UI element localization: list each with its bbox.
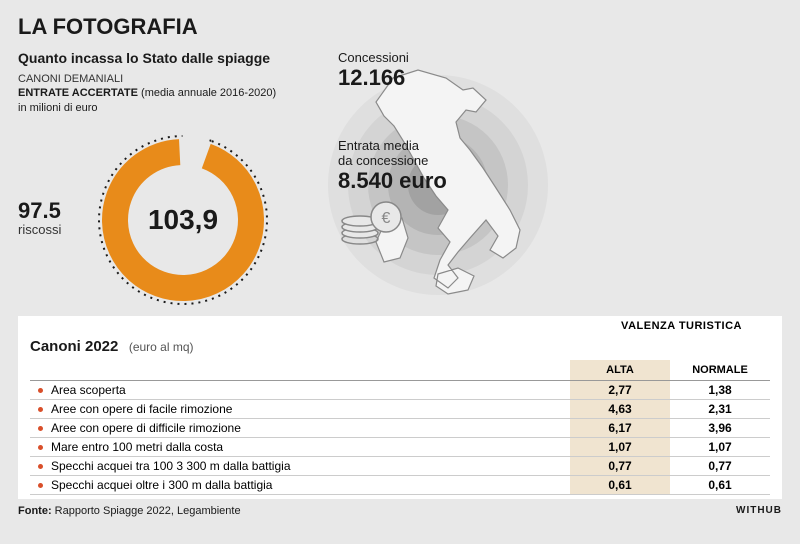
row-label: Mare entro 100 metri dalla costa — [30, 438, 570, 457]
source: Fonte: Rapporto Spiagge 2022, Legambient… — [18, 505, 241, 517]
row-alta: 0,77 — [570, 457, 670, 476]
row-normale: 1,07 — [670, 438, 770, 457]
page-title: LA FOTOGRAFIA — [18, 14, 782, 40]
desc-line2: ENTRATE ACCERTATE (media annuale 2016-20… — [18, 86, 338, 100]
donut-chart: 103,9 — [88, 125, 278, 315]
canoni-title: Canoni 2022 — [30, 338, 118, 355]
riscossi-label: riscossi — [18, 222, 61, 237]
donut-center-value: 103,9 — [148, 204, 218, 236]
entrata-stat: Entrata media da concessione 8.540 euro … — [338, 138, 528, 254]
concessioni-value: 12.166 — [338, 66, 528, 90]
canoni-table: VALENZA TURISTICA Canoni 2022 (euro al m… — [18, 316, 782, 499]
row-alta: 1,07 — [570, 438, 670, 457]
subtitle: Quanto incassa lo Stato dalle spiagge — [18, 50, 338, 66]
row-normale: 1,38 — [670, 381, 770, 400]
table-row: Area scoperta2,771,38 — [30, 381, 770, 400]
row-normale: 2,31 — [670, 400, 770, 419]
desc-line3: in milioni di euro — [18, 101, 338, 115]
table-row: Aree con opere di difficile rimozione6,1… — [30, 419, 770, 438]
right-column: Concessioni 12.166 Entrata media da conc… — [338, 50, 528, 310]
table-row: Specchi acquei tra 100 3 300 m dalla bat… — [30, 457, 770, 476]
concessioni-stat: Concessioni 12.166 — [338, 50, 528, 90]
row-alta: 6,17 — [570, 419, 670, 438]
riscossi-value: 97.5 — [18, 200, 61, 222]
footer: Fonte: Rapporto Spiagge 2022, Legambient… — [18, 505, 782, 517]
coins-icon: € — [338, 199, 408, 249]
svg-text:€: € — [382, 210, 391, 227]
row-alta: 4,63 — [570, 400, 670, 419]
row-alta: 0,61 — [570, 476, 670, 495]
riscossi-stat: 97.5 riscossi — [18, 200, 61, 237]
row-alta: 2,77 — [570, 381, 670, 400]
top-section: Quanto incassa lo Stato dalle spiagge CA… — [18, 50, 782, 310]
row-label: Specchi acquei oltre i 300 m dalla batti… — [30, 476, 570, 495]
left-column: Quanto incassa lo Stato dalle spiagge CA… — [18, 50, 338, 310]
entrata-label1: Entrata media — [338, 138, 528, 154]
concessioni-label: Concessioni — [338, 50, 528, 66]
row-normale: 3,96 — [670, 419, 770, 438]
col-alta: ALTA — [570, 360, 670, 381]
row-label: Specchi acquei tra 100 3 300 m dalla bat… — [30, 457, 570, 476]
canoni-unit: (euro al mq) — [129, 340, 194, 354]
table-row: Aree con opere di facile rimozione4,632,… — [30, 400, 770, 419]
entrata-label2: da concessione — [338, 153, 528, 169]
col-normale: NORMALE — [670, 360, 770, 381]
row-label: Aree con opere di facile rimozione — [30, 400, 570, 419]
desc-line1: CANONI DEMANIALI — [18, 72, 338, 86]
entrata-value: 8.540 euro — [338, 169, 528, 193]
row-label: Aree con opere di difficile rimozione — [30, 419, 570, 438]
valenza-header: VALENZA TURISTICA — [621, 320, 742, 332]
brand: WITHUB — [736, 505, 782, 517]
row-normale: 0,61 — [670, 476, 770, 495]
description: CANONI DEMANIALI ENTRATE ACCERTATE (medi… — [18, 72, 338, 115]
row-normale: 0,77 — [670, 457, 770, 476]
data-table: ALTA NORMALE Area scoperta2,771,38Aree c… — [30, 360, 770, 495]
table-row: Specchi acquei oltre i 300 m dalla batti… — [30, 476, 770, 495]
infographic-container: LA FOTOGRAFIA Quanto incassa lo Stato da… — [0, 0, 800, 544]
row-label: Area scoperta — [30, 381, 570, 400]
table-row: Mare entro 100 metri dalla costa1,071,07 — [30, 438, 770, 457]
